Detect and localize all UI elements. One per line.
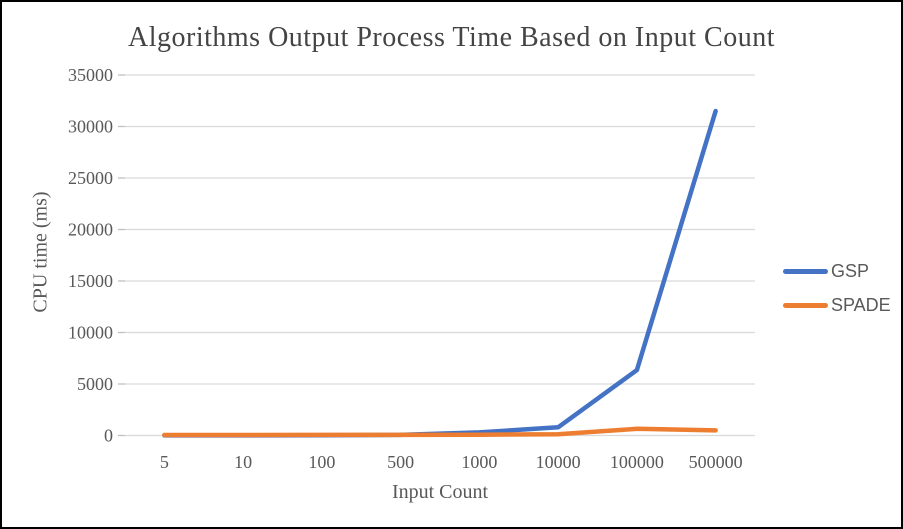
- x-tick-label: 10000: [536, 452, 581, 472]
- chart-title: Algorithms Output Process Time Based on …: [128, 22, 775, 53]
- x-axis-title: Input Count: [391, 481, 489, 503]
- y-tick-label: 15000: [68, 271, 113, 291]
- gsp-line-swatch: [783, 269, 828, 274]
- y-tick-label: 25000: [68, 168, 113, 188]
- y-tick-label: 5000: [77, 374, 113, 394]
- legend-item-spade: SPADE: [783, 295, 891, 316]
- series-line-spade: [162, 426, 718, 438]
- x-tick-label: 500000: [689, 452, 743, 472]
- legend-label-spade: SPADE: [831, 295, 891, 315]
- x-tick-label: 5: [160, 452, 169, 472]
- y-tick-label: 10000: [68, 323, 113, 343]
- y-tick-label: 0: [104, 426, 113, 446]
- legend: GSP SPADE: [783, 261, 891, 316]
- x-tick-label: 100000: [610, 452, 664, 472]
- y-tick-label: 30000: [68, 117, 113, 137]
- x-tick-label: 1000: [461, 452, 497, 472]
- spade-line-swatch: [783, 303, 828, 308]
- x-tick-label: 100: [308, 452, 335, 472]
- y-tick-label: 35000: [68, 65, 113, 85]
- legend-item-gsp: GSP: [783, 261, 891, 282]
- x-tick-label: 500: [387, 452, 414, 472]
- x-tick-label: 10: [234, 452, 252, 472]
- legend-label-gsp: GSP: [831, 261, 870, 281]
- series-line-gsp: [162, 108, 718, 438]
- y-tick-label: 20000: [68, 220, 113, 240]
